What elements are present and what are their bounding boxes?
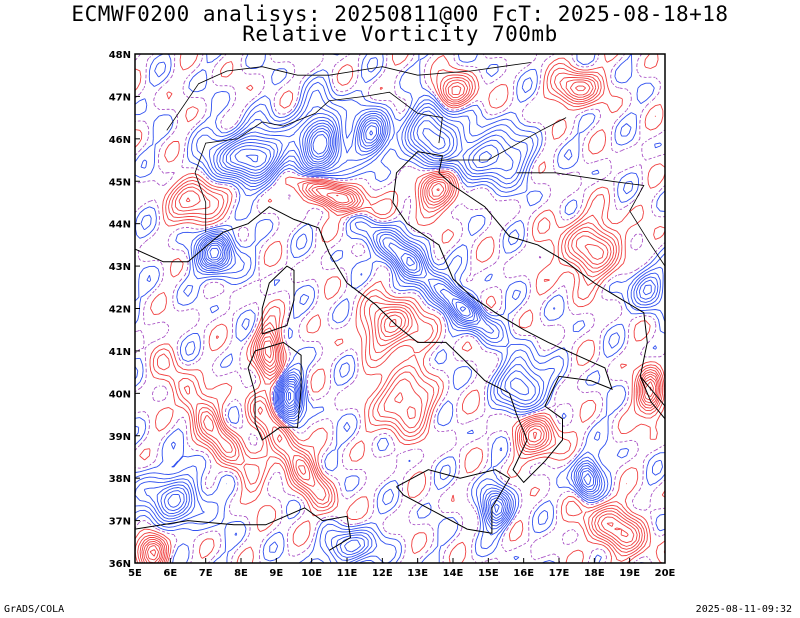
lat-tick-label: 48N xyxy=(109,50,131,61)
negative-contour xyxy=(135,57,665,563)
lat-tick-label: 47N xyxy=(109,92,131,103)
negative-contour xyxy=(135,89,661,561)
plot-background xyxy=(135,54,665,563)
coastline-segment xyxy=(223,151,665,484)
lon-tick-label: 20E xyxy=(655,568,676,579)
positive-contour xyxy=(143,79,659,563)
footer-right: 2025-08-11-09:32 xyxy=(695,604,792,615)
positive-contour xyxy=(145,81,658,563)
lon-tick-label: 19E xyxy=(619,568,640,579)
lon-tick-label: 7E xyxy=(199,568,213,579)
contour-field xyxy=(135,54,665,563)
negative-contour xyxy=(135,81,664,563)
coastline-segment xyxy=(396,469,511,534)
lon-tick-label: 13E xyxy=(407,568,428,579)
positive-contour xyxy=(147,85,657,561)
title-line-2: Relative Vorticity 700mb xyxy=(242,22,558,46)
lon-tick-label: 17E xyxy=(549,568,570,579)
negative-contour xyxy=(206,127,467,405)
border-segment xyxy=(516,172,665,267)
border-segment xyxy=(438,117,567,161)
negative-contour xyxy=(156,110,656,555)
lat-tick-label: 39N xyxy=(109,432,131,443)
lon-tick-label: 14E xyxy=(443,568,464,579)
coastline xyxy=(135,62,665,551)
negative-contour xyxy=(160,114,652,553)
title-line-1: ECMWF0200 analisys: 20250811@00 FcT: 202… xyxy=(71,2,729,26)
lat-tick-label: 41N xyxy=(109,347,131,358)
lat-tick-label: 37N xyxy=(109,517,131,528)
lon-tick-label: 18E xyxy=(584,568,605,579)
coastline-segment xyxy=(639,376,665,420)
positive-contour xyxy=(137,67,664,563)
border-segment xyxy=(194,91,443,233)
positive-contour xyxy=(135,62,665,563)
coastline-segment xyxy=(261,265,295,335)
lat-tick-label: 45N xyxy=(109,177,131,188)
lon-tick-label: 8E xyxy=(234,568,248,579)
border-segment xyxy=(166,62,531,131)
zero-contour xyxy=(135,54,665,563)
positive-contour xyxy=(135,54,665,563)
lon-tick-label: 9E xyxy=(269,568,283,579)
footer-left: GrADS/COLA xyxy=(4,604,65,615)
negative-contour xyxy=(209,130,330,401)
lat-tick-label: 43N xyxy=(109,262,131,273)
lat-tick-label: 40N xyxy=(109,389,131,400)
positive-contour xyxy=(149,188,654,557)
negative-contour xyxy=(312,134,328,155)
negative-contour xyxy=(143,106,659,558)
negative-contour xyxy=(163,119,595,519)
negative-contour xyxy=(205,125,500,513)
lon-tick-label: 6E xyxy=(163,568,177,579)
lon-tick-label: 16E xyxy=(513,568,534,579)
lon-tick-label: 15E xyxy=(478,568,499,579)
coastline-segment xyxy=(247,341,302,441)
lon-tick-label: 5E xyxy=(128,568,142,579)
negative-contour xyxy=(135,54,665,563)
lon-tick-label: 11E xyxy=(337,568,358,579)
coastline-segment xyxy=(135,231,224,263)
lat-tick-label: 42N xyxy=(109,305,131,316)
coastline-segment xyxy=(135,507,352,551)
axis-ticks: 5E 6E 7E 8E 9E 10E 11E 12E 13E 14E 15E 16E 17E 18E 19E… xyxy=(109,50,676,579)
lat-tick-label: 46N xyxy=(109,135,131,146)
lat-tick-label: 38N xyxy=(109,474,131,485)
lon-tick-label: 12E xyxy=(372,568,393,579)
lat-tick-label: 44N xyxy=(109,220,131,231)
lat-tick-label: 36N xyxy=(109,559,131,570)
lon-tick-label: 10E xyxy=(301,568,322,579)
